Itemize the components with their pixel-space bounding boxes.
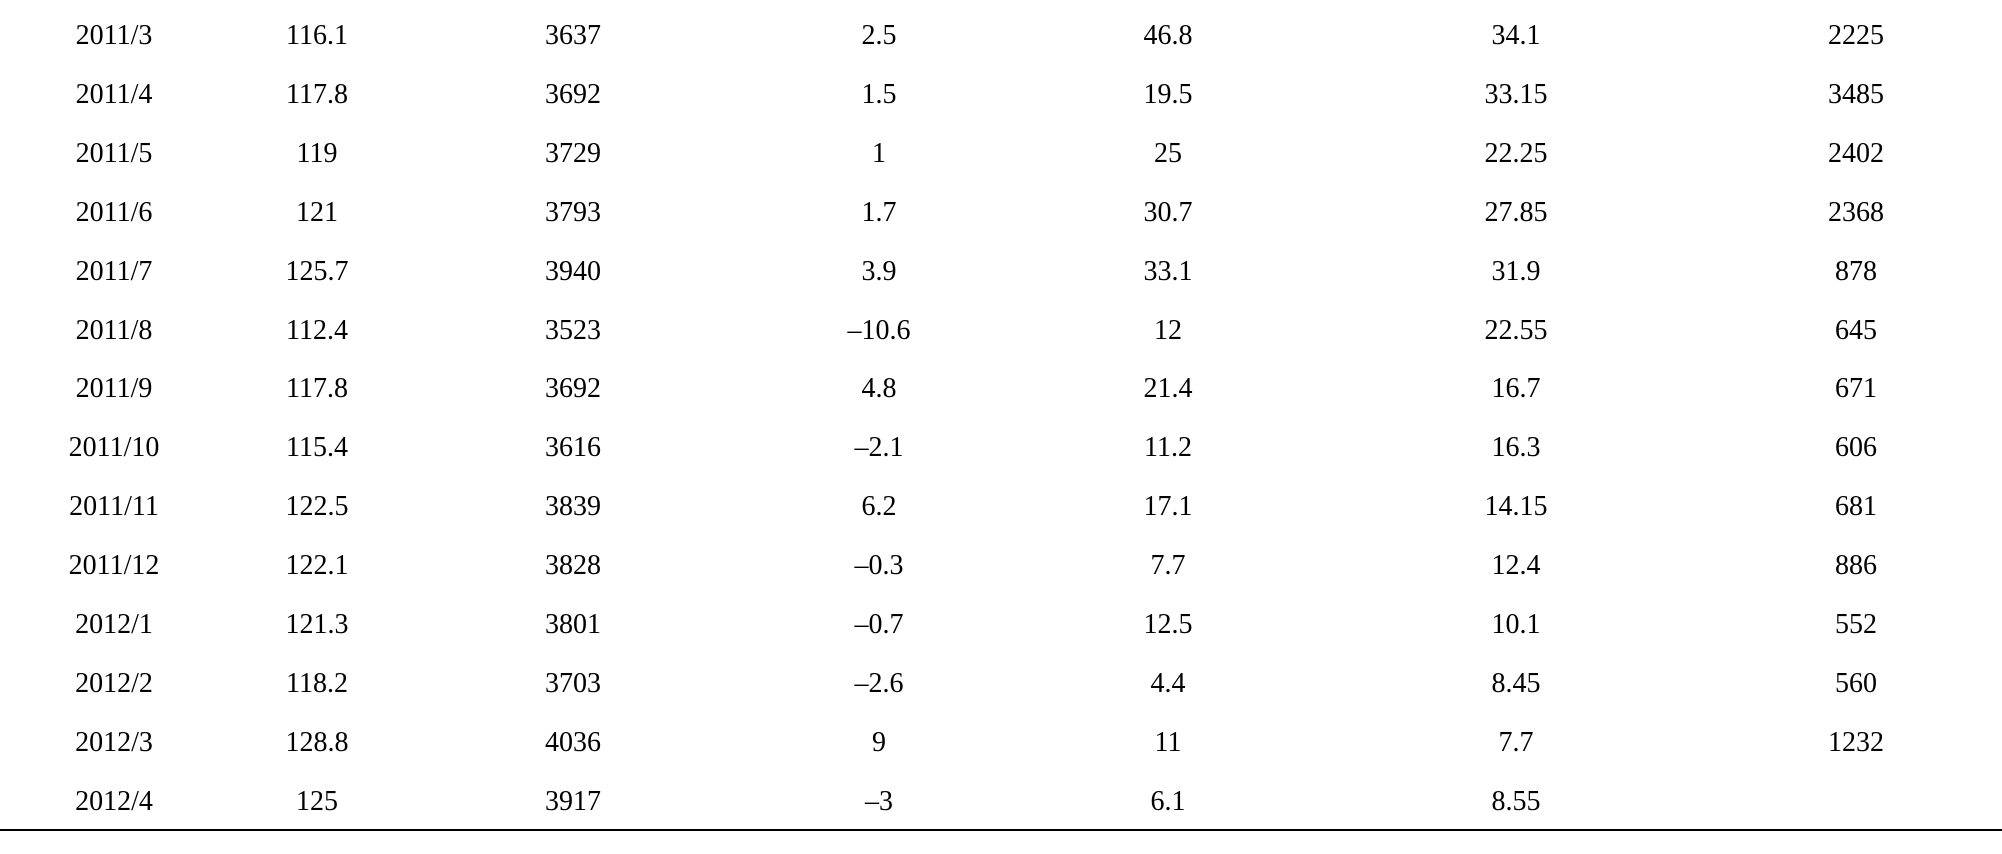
table-cell: 1.5 (861, 78, 897, 110)
table-cell: 552 (1835, 609, 1877, 640)
table-cell: 3801 (545, 609, 601, 640)
table-cell: 3703 (545, 667, 601, 699)
table-cell: 112.4 (286, 314, 348, 346)
table-cell: 4036 (545, 726, 601, 758)
table-cell: 560 (1835, 667, 1877, 699)
table-cell: 2012/4 (75, 785, 153, 817)
table-cell: 117.8 (286, 78, 348, 110)
table-cell: 2012/2 (75, 667, 153, 699)
table-cell: 606 (1835, 432, 1877, 464)
table-cell: 3793 (545, 196, 601, 228)
table-cell: 34.1 (1491, 20, 1541, 51)
table-cell: 122.1 (285, 550, 349, 582)
table-cell: 16.7 (1491, 373, 1541, 405)
table-cell: 17.1 (1143, 491, 1193, 523)
table-cell: 46.8 (1143, 20, 1193, 51)
table-cell: 12 (1154, 314, 1182, 346)
table-cell: 2011/8 (75, 314, 153, 346)
table-cell: 681 (1835, 491, 1877, 523)
table-cell: 2011/6 (75, 196, 153, 228)
table-cell: 22.25 (1484, 137, 1548, 169)
table-cell: 2402 (1828, 137, 1884, 169)
table-cell: 2225 (1828, 20, 1884, 51)
table-cell: 3940 (545, 255, 601, 287)
table-cell: 14.15 (1484, 491, 1548, 523)
table-cell: 125.7 (285, 255, 349, 287)
table-cell: 1.7 (861, 196, 897, 228)
table-cell: 2011/11 (69, 491, 159, 523)
table-cell: 11 (1154, 726, 1182, 758)
bottom-rule (0, 829, 2002, 831)
table-cell: 671 (1835, 373, 1877, 405)
table-cell: 3616 (545, 432, 601, 464)
table-cell: 8.45 (1491, 667, 1541, 699)
table-cell: 3.9 (861, 255, 897, 287)
table-cell: 12.5 (1143, 609, 1193, 640)
table-cell: 116.1 (286, 20, 348, 51)
table-cell: 2011/9 (75, 373, 153, 405)
table-cell: 2368 (1828, 196, 1884, 228)
table-cell: 2011/4 (75, 78, 153, 110)
table-cell: 3729 (545, 137, 601, 169)
table-cell: 12.4 (1491, 550, 1541, 582)
table-cell: 3692 (545, 78, 601, 110)
table-cell: 3839 (545, 491, 601, 523)
table-cell: 2.5 (861, 20, 897, 51)
table-cell: 19.5 (1143, 78, 1193, 110)
table-cell: 9 (872, 726, 886, 758)
table-cell: 1 (872, 137, 886, 169)
table-cell: 33.1 (1143, 255, 1193, 287)
table-cell: 2011/7 (75, 255, 153, 287)
table-cell: 33.15 (1484, 78, 1548, 110)
table-cell: 25 (1154, 137, 1182, 169)
table-cell: 645 (1835, 314, 1877, 346)
table-cell: 125 (296, 785, 338, 817)
table-cell: 6.1 (1150, 785, 1186, 817)
table-cell: 6.2 (861, 491, 897, 523)
table-cell: 16.3 (1491, 432, 1541, 464)
table-cell: 22.55 (1484, 314, 1548, 346)
table-cell: –2.6 (854, 667, 904, 699)
table-cell: 117.8 (286, 373, 348, 405)
table-cell: 118.2 (286, 667, 348, 699)
table-cell: –0.3 (854, 550, 904, 582)
table-cell: 3917 (545, 785, 601, 817)
table-cell: 4.8 (861, 373, 897, 405)
table-cell: 886 (1835, 550, 1877, 582)
table-cell: 3523 (545, 314, 601, 346)
table-cell: 2011/10 (68, 432, 160, 464)
table-cell: 121 (296, 196, 338, 228)
table-cell: 27.85 (1484, 196, 1548, 228)
table-cell: 121.3 (285, 609, 349, 640)
table-cell: 3485 (1828, 78, 1884, 110)
table-cell: 30.7 (1143, 196, 1193, 228)
table-cell: 115.4 (286, 432, 348, 464)
table-cell: 3637 (545, 20, 601, 51)
table-cell: 11.2 (1144, 432, 1192, 464)
table-cell: 7.7 (1498, 726, 1534, 758)
table-cell: 31.9 (1491, 255, 1541, 287)
table-cell: 2011/5 (75, 137, 153, 169)
table-cell: 7.7 (1150, 550, 1186, 582)
table-cell: 122.5 (285, 491, 349, 523)
table-cell: –3 (865, 785, 893, 817)
table-cell: 21.4 (1143, 373, 1193, 405)
table-cell: 3692 (545, 373, 601, 405)
table-cell: 1232 (1828, 726, 1884, 758)
table-cell: –2.1 (854, 432, 904, 464)
table-cell: –10.6 (847, 314, 911, 346)
table-cell: 8.55 (1491, 785, 1541, 817)
table-cell: 3828 (545, 550, 601, 582)
table-cell: –0.7 (854, 609, 904, 640)
table-cell: 4.4 (1150, 667, 1186, 699)
table-cell: 2012/3 (75, 726, 153, 758)
table-cell: 2011/12 (68, 550, 160, 582)
table-cell: 10.1 (1491, 609, 1541, 640)
table-cell: 128.8 (285, 726, 349, 758)
table-cell: 119 (296, 137, 338, 169)
table-cell: 878 (1835, 255, 1877, 287)
table-cell: 2012/1 (75, 609, 153, 640)
table-cell: 2011/3 (75, 20, 153, 51)
